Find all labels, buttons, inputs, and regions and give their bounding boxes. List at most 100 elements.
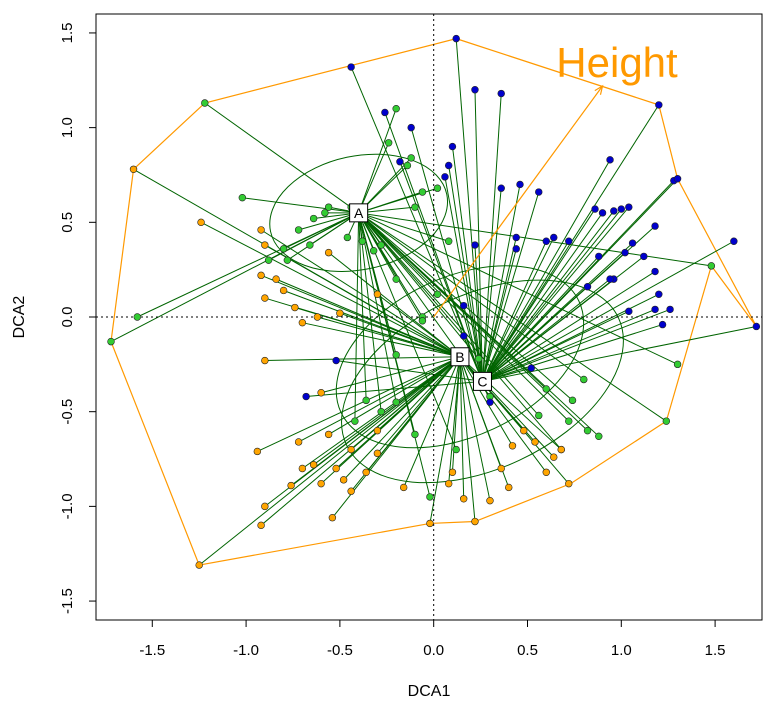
point-group-b (542, 468, 550, 476)
point-group-b (313, 313, 322, 321)
point-group-a (377, 241, 385, 249)
spider-line (482, 178, 678, 382)
centroid-box (472, 371, 492, 391)
point-group-a (673, 360, 682, 369)
ellipse-c (341, 279, 624, 484)
point-group-c (460, 332, 468, 340)
point-group-c (497, 89, 505, 98)
point-group-c (302, 392, 310, 401)
point-group-c (512, 233, 520, 242)
x-tick-label: -1.0 (233, 642, 259, 659)
point-group-a (279, 245, 288, 253)
point-group-b (294, 438, 303, 446)
point-group-b (336, 309, 344, 317)
point-group-c (591, 205, 599, 213)
spider-line (482, 210, 615, 382)
point-group-b (557, 445, 565, 454)
spider-line (264, 244, 461, 358)
spider-line (200, 221, 461, 358)
point-group-b (497, 464, 505, 473)
reference-lines (96, 14, 762, 620)
point-group-b (444, 479, 453, 488)
spider-line (198, 356, 461, 566)
point-group-a (133, 313, 141, 321)
spider-line (482, 308, 671, 382)
point-group-c (460, 301, 468, 310)
point-group-b (309, 461, 318, 469)
point-group-b (332, 464, 340, 473)
point-group-c (448, 142, 457, 151)
spider-line (451, 146, 483, 382)
point-group-c (610, 207, 618, 215)
spider-line (482, 237, 555, 382)
centroid-label: A (354, 205, 364, 221)
point-group-a (358, 237, 367, 245)
spider-line (204, 102, 359, 214)
point-group-a (392, 351, 400, 359)
spider-line (429, 356, 461, 524)
point-group-c (730, 237, 738, 245)
spider-line (482, 159, 611, 382)
point-group-a (343, 233, 352, 242)
point-group-b (324, 248, 333, 257)
spider-line (350, 356, 461, 450)
centroid-c: C (472, 371, 492, 391)
point-group-a (444, 237, 453, 245)
spider-line (482, 206, 630, 382)
spider-line (290, 356, 461, 486)
point-group-a (418, 188, 427, 196)
spider-line (482, 271, 656, 382)
point-group-b (505, 483, 513, 492)
point-group-c (381, 108, 389, 117)
spider-line (358, 212, 540, 416)
spider-line (459, 356, 513, 447)
point-group-c (441, 173, 449, 181)
centroid-label: B (455, 349, 464, 365)
spider-line (350, 66, 483, 382)
point-group-a (411, 203, 419, 211)
spider-line (481, 191, 540, 382)
spider-line (482, 208, 622, 382)
point-group-a (411, 430, 419, 439)
spider-line (459, 356, 465, 499)
spider-line (482, 278, 611, 382)
spider-line (358, 212, 678, 365)
axes: -1.5 -1.0 -0.5 0.0 0.5 1.0 1.5 -1.5 -1.0 -0.5 0.0 0… (59, 23, 726, 659)
spider-line (328, 252, 461, 358)
spider-line (358, 142, 390, 214)
point-group-b (339, 476, 348, 484)
spider-line (481, 188, 502, 382)
point-group-b (520, 426, 528, 435)
spider-line (257, 356, 461, 452)
spider-line (302, 322, 461, 358)
spider-line (448, 356, 461, 484)
point-group-a (535, 411, 543, 420)
point-group-b (195, 561, 203, 569)
point-group-c (471, 86, 479, 94)
spider-line (298, 356, 461, 443)
point-group-c (332, 356, 340, 365)
point-group-c (512, 245, 520, 253)
point-group-c (658, 320, 667, 329)
vector-arrow (433, 85, 604, 318)
spider-line (287, 212, 359, 261)
point-group-a (392, 275, 400, 283)
spider-line (482, 240, 735, 382)
point-group-a (283, 256, 292, 264)
point-group-a (294, 226, 303, 234)
point-group-b (257, 271, 265, 280)
spider-line (399, 161, 483, 382)
point-group-b (261, 502, 269, 511)
point-group-c (655, 101, 663, 109)
spider-line (260, 229, 461, 358)
point-group-a (433, 184, 442, 192)
point-group-b (257, 226, 265, 234)
point-group-a (452, 445, 460, 454)
spider-line (481, 184, 521, 382)
point-group-a (369, 247, 378, 255)
spider-line (482, 208, 596, 382)
point-group-a (377, 407, 385, 416)
point-group-a (418, 317, 427, 325)
point-group-b (287, 481, 295, 490)
